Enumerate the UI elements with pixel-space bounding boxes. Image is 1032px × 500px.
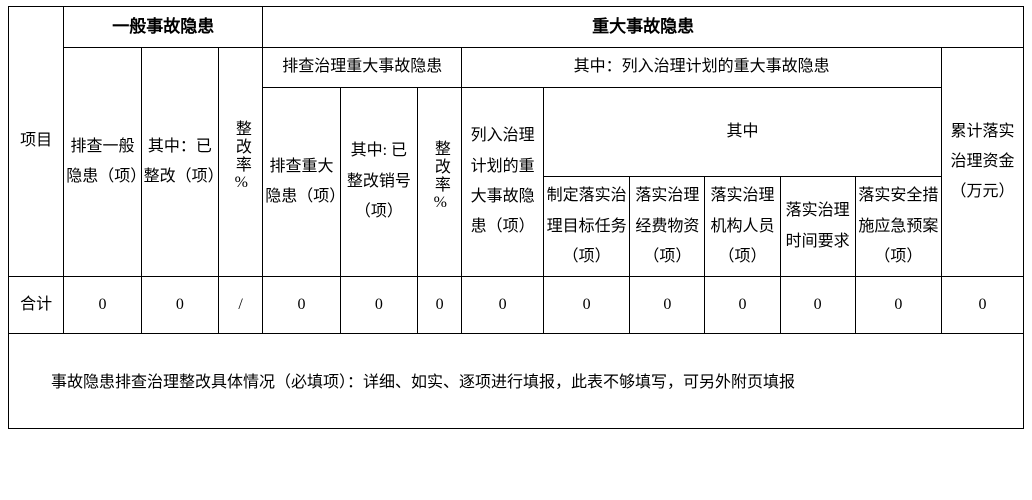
totals-cum-fund: 0 — [941, 277, 1023, 334]
header-major: 重大事故隐患 — [263, 7, 1024, 48]
hazard-report-table: 项目 一般事故隐患 重大事故隐患 排查一般隐患（项） 其中：已整改（项） 整改率… — [8, 6, 1024, 429]
col-general-rate: 整改率% — [219, 48, 263, 277]
col-plan-emerg: 落实安全措施应急预案（项） — [855, 177, 941, 277]
totals-general-found: 0 — [64, 277, 141, 334]
col-cum-fund: 累计落实治理资金（万元） — [941, 48, 1023, 277]
totals-major-closed: 0 — [340, 277, 417, 334]
col-major-rate: 整改率% — [418, 87, 462, 277]
totals-plan-org: 0 — [705, 277, 780, 334]
col-plan-time: 落实治理时间要求 — [780, 177, 855, 277]
totals-plan-funds: 0 — [630, 277, 705, 334]
col-major-closed: 其中: 已整改销号（项） — [340, 87, 417, 277]
header-plan-sub-group: 其中 — [544, 87, 942, 176]
col-plan-listed: 列入治理计划的重大事故隐患（项） — [462, 87, 544, 277]
col-plan-org: 落实治理机构人员（项） — [705, 177, 780, 277]
header-general: 一般事故隐患 — [64, 7, 263, 48]
totals-major-rate: 0 — [418, 277, 462, 334]
totals-plan-time: 0 — [780, 277, 855, 334]
col-plan-target: 制定落实治理目标任务（项） — [544, 177, 630, 277]
header-major-plan-group: 其中：列入治理计划的重大事故隐患 — [462, 48, 942, 87]
table-row: 合计 0 0 / 0 0 0 0 0 0 0 0 0 0 — [9, 277, 1024, 334]
col-general-rectified: 其中：已整改（项） — [141, 48, 218, 277]
col-plan-funds: 落实治理经费物资（项） — [630, 177, 705, 277]
header-major-invest-group: 排查治理重大事故隐患 — [263, 48, 462, 87]
totals-general-rate: / — [219, 277, 263, 334]
totals-major-found: 0 — [263, 277, 340, 334]
col-general-found: 排查一般隐患（项） — [64, 48, 141, 277]
totals-label: 合计 — [9, 277, 64, 334]
col-major-found: 排查重大隐患（项） — [263, 87, 340, 277]
note-cell: 事故隐患排查治理整改具体情况（必填项）：详细、如实、逐项进行填报，此表不够填写，… — [9, 334, 1024, 429]
totals-plan-listed: 0 — [462, 277, 544, 334]
totals-plan-emerg: 0 — [855, 277, 941, 334]
totals-general-rectified: 0 — [141, 277, 218, 334]
header-project: 项目 — [9, 7, 64, 277]
totals-plan-target: 0 — [544, 277, 630, 334]
note-text: 事故隐患排查治理整改具体情况（必填项）：详细、如实、逐项进行填报，此表不够填写，… — [33, 364, 1021, 398]
